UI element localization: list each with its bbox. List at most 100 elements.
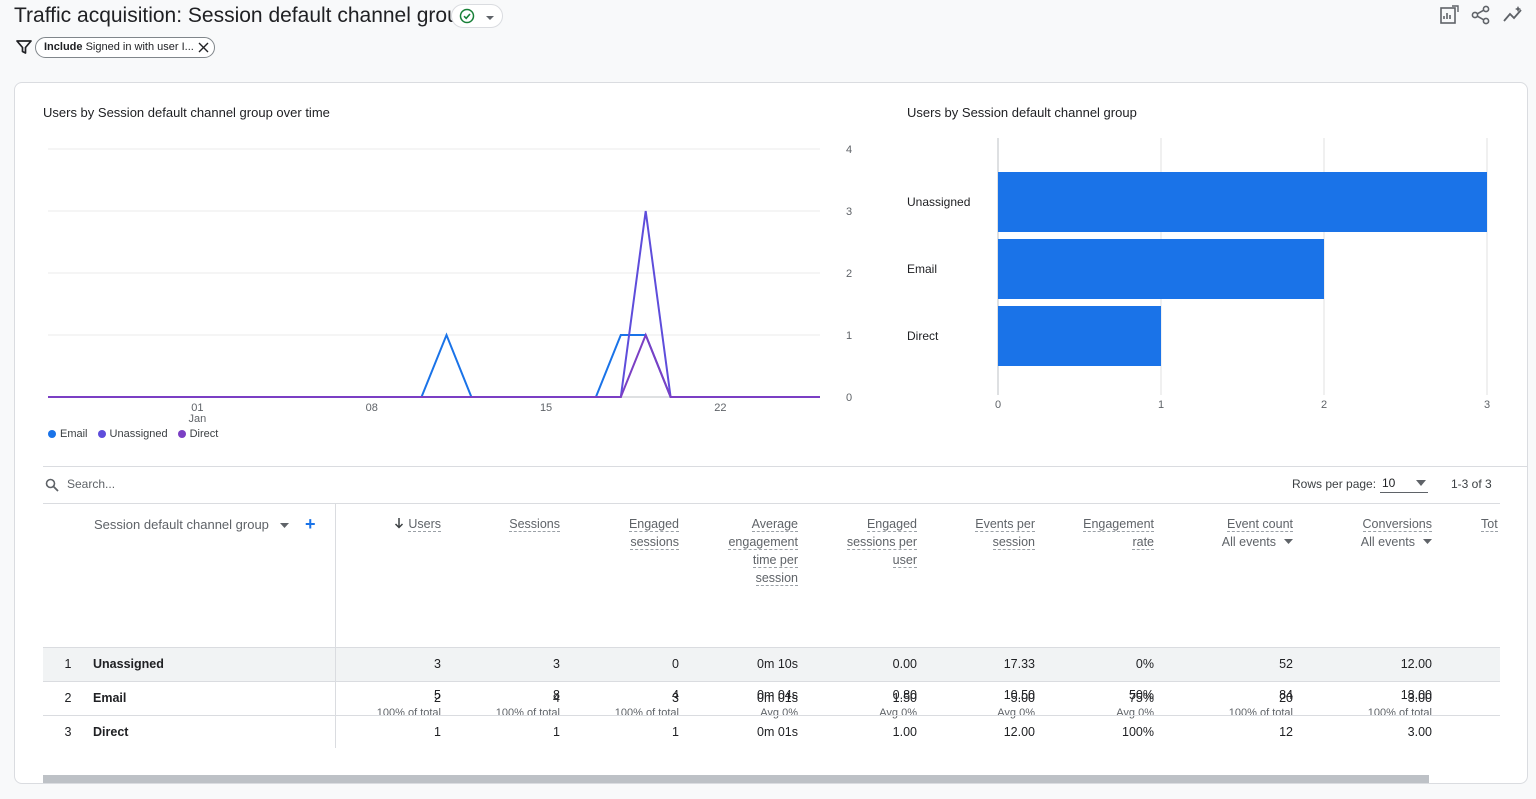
total-value: 8 — [553, 688, 560, 702]
column-header-label: Conversions — [1362, 517, 1432, 532]
column-header-label: session — [755, 571, 798, 586]
category-label: Email — [907, 262, 937, 276]
table-cell: 0 — [672, 657, 679, 671]
filter-chip[interactable]: Include Signed in with user I... — [35, 37, 215, 58]
table-cell: 0.00 — [892, 657, 917, 671]
table-cell: 1 — [434, 725, 441, 739]
x-tick-label: 08 — [366, 402, 378, 414]
insights-icon[interactable] — [1502, 4, 1524, 26]
column-header-label: session — [992, 535, 1035, 550]
chevron-down-icon[interactable] — [1415, 535, 1432, 549]
share-icon[interactable] — [1470, 4, 1492, 26]
x-tick-label: Jan — [189, 413, 207, 425]
total-subtext: Avg 0% — [997, 707, 1035, 719]
table-cell: 0m 01s — [757, 725, 798, 739]
table-cell: 0m 10s — [757, 657, 798, 671]
rows-per-page-select[interactable]: 10 — [1380, 474, 1428, 493]
series-line-email — [48, 332, 820, 398]
row-dimension-value: Email — [93, 691, 127, 705]
data-table: Session default channel group + Users Ses… — [43, 503, 1500, 749]
legend-dot — [177, 430, 186, 438]
column-header[interactable]: Events per session — [975, 515, 1035, 551]
total-value: 10.50 — [1003, 688, 1035, 702]
legend-item-email[interactable]: Email — [48, 428, 88, 440]
chevron-down-icon — [486, 16, 494, 20]
total-subtext: Avg 0% — [760, 707, 798, 719]
total-value: 0m 04s — [757, 688, 798, 702]
column-header[interactable]: Users — [394, 515, 441, 533]
table-cell: 3 — [672, 691, 679, 705]
column-header-label: sessions per — [846, 535, 917, 550]
table-row[interactable]: 1 Unassigned 3 3 0 0m 10s 0.00 17.33 0% 52 12.00 — [43, 648, 1500, 682]
legend-label: Unassigned — [109, 428, 168, 440]
column-header-label: Average — [751, 517, 798, 532]
y-tick-label: 4 — [846, 144, 852, 156]
horizontal-scrollbar[interactable] — [43, 775, 1429, 783]
table-row[interactable]: 2 Email 2 4 3 0m 01s 1.50 5.00 75% 20 3.00 — [43, 682, 1500, 716]
total-value: 0.80 — [892, 688, 917, 702]
chevron-down-icon[interactable] — [1276, 535, 1293, 549]
table-cell: 3.00 — [1407, 691, 1432, 705]
total-value: 4 — [672, 688, 679, 702]
divider — [43, 466, 1527, 467]
total-subtext: Avg 0% — [879, 707, 917, 719]
total-subtext: 100% of total — [1367, 707, 1432, 719]
column-header-label: Engagement — [1083, 517, 1154, 532]
filter-chip-prefix: Include — [44, 41, 83, 53]
x-tick-label: 15 — [540, 402, 552, 414]
legend-item-unassigned[interactable]: Unassigned — [97, 428, 168, 440]
total-subtext: 100% of total — [495, 707, 560, 719]
bar-direct — [998, 306, 1161, 366]
bar-unassigned — [998, 172, 1487, 232]
column-header-label: Event count — [1226, 517, 1293, 532]
table-cell: 3.00 — [1407, 725, 1432, 739]
column-header-sub: All events — [1221, 535, 1276, 549]
edit-report-icon[interactable] — [1438, 4, 1460, 26]
column-header-label: Engaged — [628, 517, 679, 532]
chevron-down-icon[interactable] — [280, 523, 289, 528]
add-dimension-button[interactable]: + — [305, 514, 316, 534]
legend-item-direct[interactable]: Direct — [177, 428, 218, 440]
total-subtext: 100% of total — [376, 707, 441, 719]
column-header[interactable]: Conversions All events — [1361, 515, 1432, 551]
x-tick-label: 0 — [995, 399, 1001, 411]
row-dimension-value: Unassigned — [93, 657, 164, 671]
column-header[interactable]: Average engagement time per session — [728, 515, 798, 587]
search-input[interactable] — [65, 476, 369, 492]
divider — [43, 647, 1500, 648]
dimension-header[interactable]: Session default channel group — [94, 517, 269, 532]
check-circle-icon — [459, 8, 475, 24]
column-header[interactable]: Engaged sessions per user — [846, 515, 917, 569]
row-number: 2 — [64, 691, 72, 705]
status-dropdown[interactable] — [451, 4, 503, 28]
divider — [43, 503, 1500, 504]
close-icon[interactable] — [197, 41, 210, 54]
column-header[interactable]: Engagement rate — [1083, 515, 1154, 551]
rows-per-page-value: 10 — [1382, 476, 1396, 490]
line-chart-title: Users by Session default channel group o… — [43, 105, 330, 120]
divider — [43, 681, 1500, 682]
x-tick-label: 3 — [1484, 399, 1490, 411]
column-header-label: sessions — [630, 535, 679, 550]
table-cell: 3 — [434, 657, 441, 671]
table-cell: 12 — [1279, 725, 1293, 739]
table-cell: 2 — [434, 691, 441, 705]
column-header[interactable]: Engaged sessions — [628, 515, 679, 551]
pagination-text: 1-3 of 3 — [1451, 477, 1492, 491]
table-cell: 3 — [553, 657, 560, 671]
column-header-label: Engaged — [866, 517, 917, 532]
filter-icon[interactable] — [16, 39, 32, 55]
bar-chart: 0 1 2 3 Unassigned Email Direct — [907, 138, 1490, 411]
series-line-unassigned — [48, 210, 820, 398]
divider — [335, 503, 336, 748]
table-cell: 75% — [1128, 691, 1154, 705]
legend-label: Email — [60, 428, 88, 440]
table-cell: 12.00 — [1400, 657, 1432, 671]
total-value: 50% — [1128, 688, 1154, 702]
x-tick-label: 01 — [191, 402, 203, 414]
column-header[interactable]: Sessions — [509, 515, 560, 533]
column-header[interactable]: Event count All events — [1222, 515, 1293, 551]
table-row[interactable]: 3 Direct 1 1 1 0m 01s 1.00 12.00 100% 12 3.00 — [43, 716, 1500, 749]
column-header[interactable]: Tot — [1481, 515, 1498, 533]
legend-dot — [97, 430, 106, 438]
